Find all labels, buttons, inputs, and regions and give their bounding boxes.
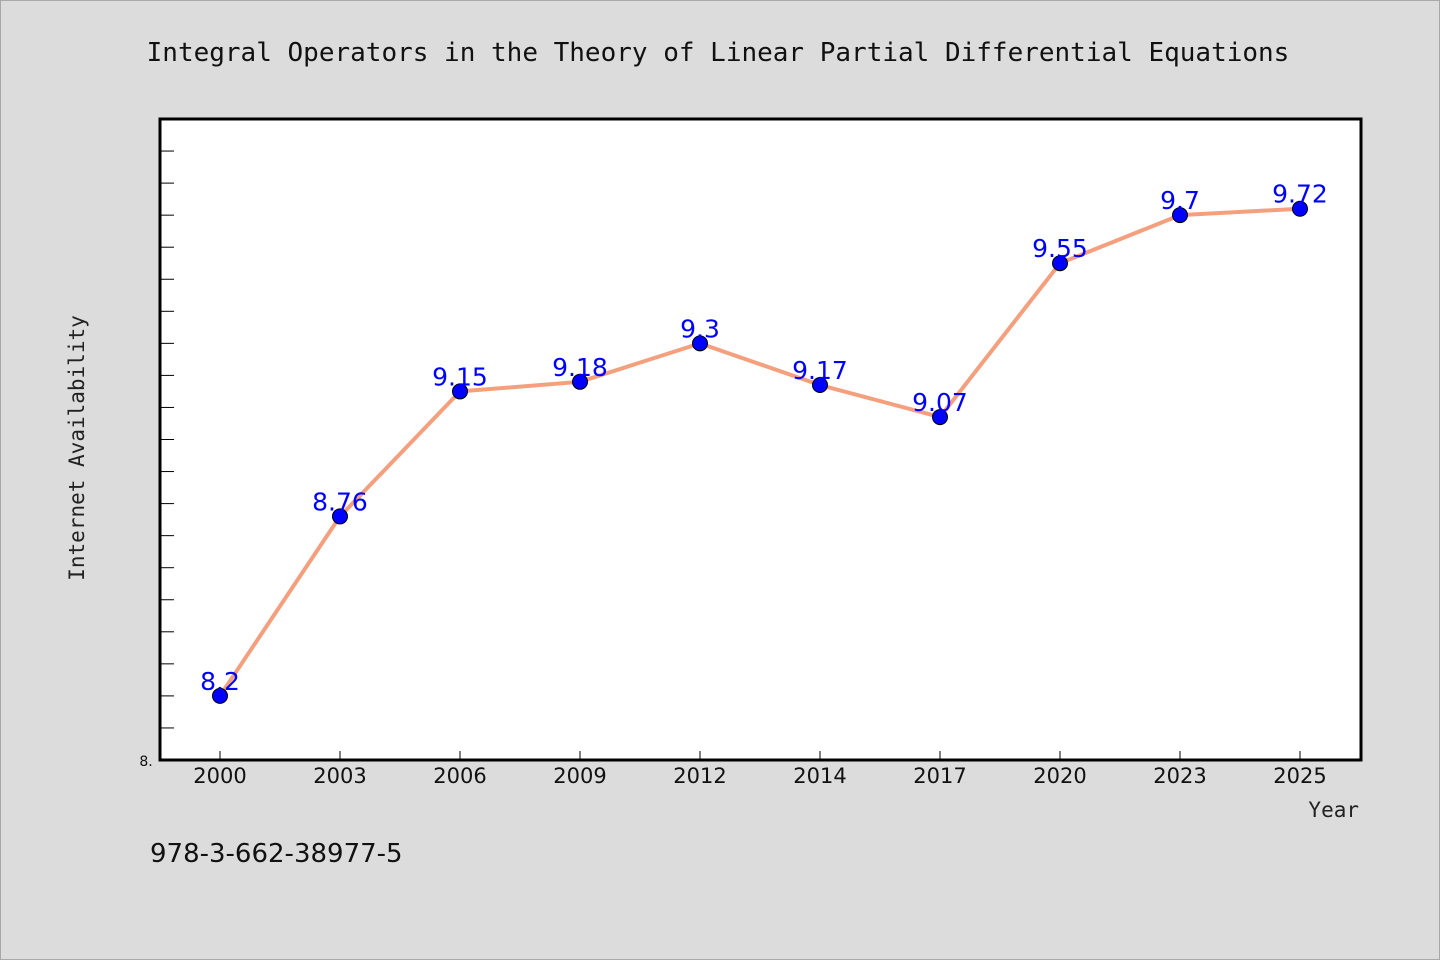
data-point — [932, 409, 948, 426]
x-tick-label: 2020 — [1033, 764, 1086, 788]
x-tick-label: 2014 — [793, 764, 846, 788]
y-axis-label: Internet Availability — [65, 315, 89, 581]
data-point — [1052, 255, 1068, 272]
x-tick-label: 2006 — [433, 764, 486, 788]
x-tick-label: 2009 — [553, 764, 606, 788]
data-point — [812, 377, 828, 394]
isbn-text: 978-3-662-38977-5 — [150, 839, 403, 869]
x-tick-label: 2025 — [1273, 764, 1326, 788]
data-label: 9.17 — [792, 356, 848, 385]
data-point — [332, 508, 348, 525]
data-point — [692, 335, 708, 352]
data-label: 9.72 — [1272, 180, 1328, 209]
data-label: 9.55 — [1032, 234, 1088, 263]
data-point — [1172, 207, 1188, 224]
data-label: 9.15 — [432, 362, 488, 391]
data-point — [1292, 200, 1308, 217]
data-label: 9.7 — [1160, 186, 1200, 215]
data-label: 8.2 — [200, 667, 240, 696]
chart-title: Integral Operators in the Theory of Line… — [147, 38, 1290, 68]
series-line — [218, 206, 1302, 698]
y-axis-ticks — [160, 150, 174, 729]
data-labels-group: 8.2 8.76 9.15 9.18 9.3 9.17 9.07 9.55 9.7 9.72 — [200, 180, 1328, 696]
x-axis-ticks: 2000 2003 2006 2009 2012 2014 2017 2020 2023 2025 — [193, 751, 1327, 788]
data-point — [572, 373, 588, 390]
data-label: 8.76 — [312, 487, 368, 516]
y-tick-label: 8. — [139, 754, 152, 770]
plot-frame — [158, 117, 1363, 762]
data-point — [452, 383, 468, 400]
plot-area — [160, 119, 1361, 760]
series-group — [212, 200, 1308, 704]
x-tick-label: 2000 — [193, 764, 246, 788]
data-label: 9.18 — [552, 353, 608, 382]
x-tick-label: 2017 — [913, 764, 966, 788]
data-label: 9.3 — [680, 314, 720, 343]
data-point — [212, 687, 228, 704]
x-axis-label: Year — [1308, 798, 1359, 822]
data-label: 9.07 — [912, 388, 968, 417]
x-tick-label: 2012 — [673, 764, 726, 788]
x-tick-label: 2023 — [1153, 764, 1206, 788]
x-tick-label: 2003 — [313, 764, 366, 788]
